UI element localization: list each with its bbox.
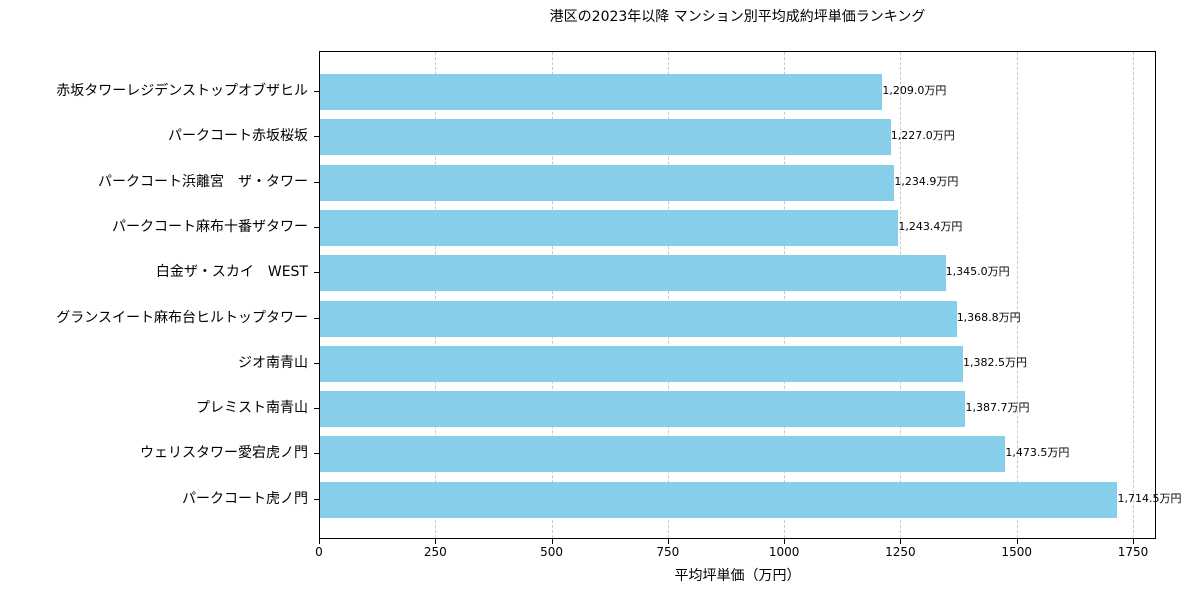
x-tick bbox=[1016, 539, 1018, 544]
y-category-label: パークコート麻布十番ザタワー bbox=[112, 218, 308, 235]
x-tick-label: 1750 bbox=[1117, 545, 1149, 559]
x-tick-label: 0 bbox=[315, 545, 323, 559]
chart-title: 港区の2023年以降 マンション別平均成約坪単価ランキング bbox=[549, 9, 926, 25]
y-tick bbox=[314, 317, 319, 319]
y-category-label: ジオ南青山 bbox=[238, 354, 308, 371]
y-tick bbox=[314, 362, 319, 364]
bar-value-label: 1,227.0万円 bbox=[890, 129, 955, 143]
bar-value-label: 1,473.5万円 bbox=[1005, 446, 1070, 460]
bar bbox=[320, 119, 891, 156]
y-category-label: パークコート浜離宮 ザ・タワー bbox=[98, 173, 308, 190]
bar bbox=[320, 345, 964, 382]
y-category-label: ウェリスタワー愛宕虎ノ門 bbox=[140, 445, 308, 462]
bar bbox=[320, 209, 899, 246]
bar bbox=[320, 300, 957, 337]
bar bbox=[320, 255, 946, 292]
x-tick-label: 1250 bbox=[885, 545, 916, 559]
y-category-label: プレミスト南青山 bbox=[196, 400, 308, 417]
x-gridline bbox=[1016, 52, 1018, 538]
bar-value-label: 1,368.8万円 bbox=[956, 310, 1021, 324]
y-category-label: パークコート虎ノ門 bbox=[182, 490, 308, 507]
y-tick bbox=[314, 498, 319, 500]
x-tick-label: 1500 bbox=[1001, 545, 1032, 559]
bar bbox=[320, 164, 895, 201]
x-tick bbox=[784, 539, 786, 544]
x-gridline bbox=[1133, 52, 1134, 538]
bar-value-label: 1,382.5万円 bbox=[963, 355, 1028, 369]
x-gridline bbox=[900, 52, 902, 538]
x-gridline bbox=[551, 52, 553, 538]
bar-value-label: 1,209.0万円 bbox=[882, 84, 947, 97]
x-tick-label: 500 bbox=[540, 545, 564, 559]
bar-value-label: 1,387.7万円 bbox=[965, 401, 1030, 415]
plot-area bbox=[319, 51, 1156, 539]
y-tick bbox=[314, 136, 319, 138]
y-tick bbox=[314, 453, 319, 455]
x-gridline bbox=[784, 52, 786, 538]
y-tick bbox=[314, 272, 319, 274]
bar bbox=[320, 436, 1006, 473]
x-tick bbox=[900, 539, 902, 544]
x-tick bbox=[551, 539, 553, 544]
y-tick bbox=[314, 91, 319, 92]
x-tick-label: 1000 bbox=[768, 545, 800, 559]
bar-value-label: 1,345.0万円 bbox=[945, 265, 1010, 279]
x-tick-label: 250 bbox=[423, 545, 447, 559]
x-gridline bbox=[435, 52, 437, 538]
bar bbox=[320, 391, 966, 428]
y-category-label: 赤坂タワーレジデンストップオブザヒル bbox=[56, 83, 308, 99]
y-category-label: グランスイート麻布台ヒルトップタワー bbox=[56, 309, 308, 326]
y-tick bbox=[314, 408, 319, 410]
bar-value-label: 1,243.4万円 bbox=[898, 219, 963, 233]
y-category-label: パークコート赤坂桜坂 bbox=[168, 128, 308, 145]
x-tick bbox=[667, 539, 669, 544]
x-gridline bbox=[667, 52, 669, 538]
x-tick bbox=[435, 539, 437, 544]
bar-value-label: 1,234.9万円 bbox=[894, 174, 959, 188]
x-axis-title: 平均坪単価（万円） bbox=[674, 568, 801, 584]
bar bbox=[320, 74, 883, 110]
y-tick bbox=[314, 226, 319, 228]
bar-value-label: 1,714.5万円 bbox=[1117, 491, 1182, 505]
y-tick bbox=[314, 181, 319, 183]
x-tick bbox=[1133, 539, 1134, 544]
y-category-label: 白金ザ・スカイ WEST bbox=[155, 264, 308, 281]
x-tick-label: 750 bbox=[656, 545, 680, 559]
bar bbox=[320, 481, 1118, 518]
x-tick bbox=[319, 539, 320, 544]
